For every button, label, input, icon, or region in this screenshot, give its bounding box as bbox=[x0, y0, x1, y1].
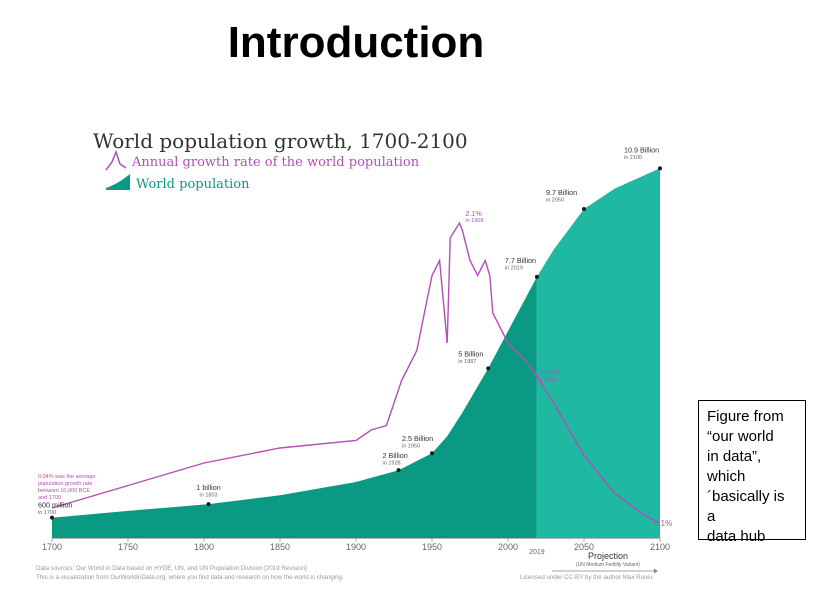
projection-title: Projection bbox=[588, 551, 628, 561]
population-annotation-sub: in 2050 bbox=[546, 198, 564, 204]
pre-1700-note: 0.04% was the average population growth … bbox=[38, 474, 95, 501]
growth-annotation-label: 1.08% bbox=[539, 367, 560, 376]
slide-title: Introduction bbox=[227, 18, 485, 67]
x-tick-label: 1850 bbox=[270, 542, 290, 552]
growth-marker-2019 bbox=[535, 374, 539, 378]
legend: Annual growth rate of the world populati… bbox=[105, 149, 420, 192]
footer-visualization: This is a visualization from OurWorldinD… bbox=[36, 574, 344, 581]
legend-population-label: World population bbox=[136, 177, 250, 192]
population-annotation-label: 1 billion bbox=[196, 483, 220, 492]
footer-license: Licensed under CC-BY by the author Max R… bbox=[520, 574, 654, 581]
population-chart: World population growth, 1700-2100 Annua… bbox=[36, 129, 672, 581]
population-annotation-sub: in 1987 bbox=[458, 359, 476, 365]
pre-note-line: and 1700 bbox=[38, 495, 61, 501]
population-area-projection bbox=[536, 168, 660, 539]
population-annotation-sub: in 1803 bbox=[200, 493, 218, 499]
x-tick-label: 2050 bbox=[574, 542, 594, 552]
x-tick-label: 1700 bbox=[42, 542, 62, 552]
legend-growth-line-icon bbox=[105, 149, 127, 171]
population-annotation-label: 2.5 Billion bbox=[402, 434, 433, 443]
legend-population-area-icon bbox=[106, 174, 130, 190]
population-annotation-sub: in 1700 bbox=[38, 510, 56, 516]
population-annotation-sub: in 2100 bbox=[624, 155, 642, 161]
projection-arrowhead bbox=[654, 568, 658, 574]
population-marker bbox=[396, 468, 401, 473]
population-marker bbox=[582, 207, 586, 212]
pre-note-line: between 10,000 BCE bbox=[38, 488, 90, 494]
growth-annotation-sub: in 1968 bbox=[465, 218, 483, 224]
population-marker bbox=[206, 502, 211, 507]
figure-note-text: Figure from “our world in data”, which ´… bbox=[707, 408, 785, 545]
growth-annotation-label: 0.1% bbox=[654, 519, 672, 528]
population-annotation-label: 2 Billion bbox=[383, 451, 408, 460]
population-annotation-label: 600 million bbox=[38, 501, 72, 510]
x-tick-label: 1750 bbox=[118, 542, 138, 552]
x-tick-label: 1900 bbox=[346, 542, 366, 552]
population-marker bbox=[658, 166, 662, 171]
population-annotation-label: 9.7 Billion bbox=[546, 188, 577, 197]
population-annotation-sub: in 2019 bbox=[505, 265, 523, 271]
x-tick-label: 2100 bbox=[650, 542, 670, 552]
x-tick-label: 1950 bbox=[422, 542, 442, 552]
projection-label: Projection (UN Medium Fertility Variant) bbox=[552, 551, 658, 574]
pre-note-line: population growth rate bbox=[38, 481, 92, 487]
population-marker bbox=[486, 366, 491, 371]
x-tick-label: 2000 bbox=[498, 542, 518, 552]
plot-area: 1700 1750 1800 1850 1900 1950 2000 2050 2100 2019… bbox=[38, 145, 672, 556]
population-annotation-label: 10.9 Billion bbox=[624, 145, 659, 154]
figure-note-box: Figure from “our world in data”, which ´… bbox=[698, 400, 806, 545]
population-area-historical bbox=[52, 276, 537, 538]
population-marker bbox=[534, 274, 539, 279]
chart-title: World population growth, 1700-2100 bbox=[93, 129, 468, 153]
growth-rate-line bbox=[51, 221, 661, 524]
population-annotation-label: 5 Billion bbox=[458, 349, 483, 358]
legend-growth-label: Annual growth rate of the world populati… bbox=[131, 155, 420, 170]
growth-annotation-label: 2.1% bbox=[465, 209, 482, 218]
population-annotation-sub: in 1950 bbox=[402, 444, 420, 450]
population-annotation-label: 7.7 Billion bbox=[505, 256, 536, 265]
chart-footer: Data sources: Our World in Data based on… bbox=[36, 565, 654, 581]
population-marker bbox=[430, 451, 434, 456]
x-tick-label-2019: 2019 bbox=[529, 549, 545, 556]
footer-sources: Data sources: Our World in Data based on… bbox=[36, 565, 307, 572]
population-marker bbox=[50, 515, 54, 520]
projection-subtitle: (UN Medium Fertility Variant) bbox=[576, 562, 640, 568]
population-annotation-sub: in 1928 bbox=[383, 461, 401, 467]
pre-note-line: 0.04% was the average bbox=[38, 474, 95, 480]
x-tick-label: 1800 bbox=[194, 542, 214, 552]
growth-annotation-sub: in 2019 bbox=[539, 377, 557, 383]
